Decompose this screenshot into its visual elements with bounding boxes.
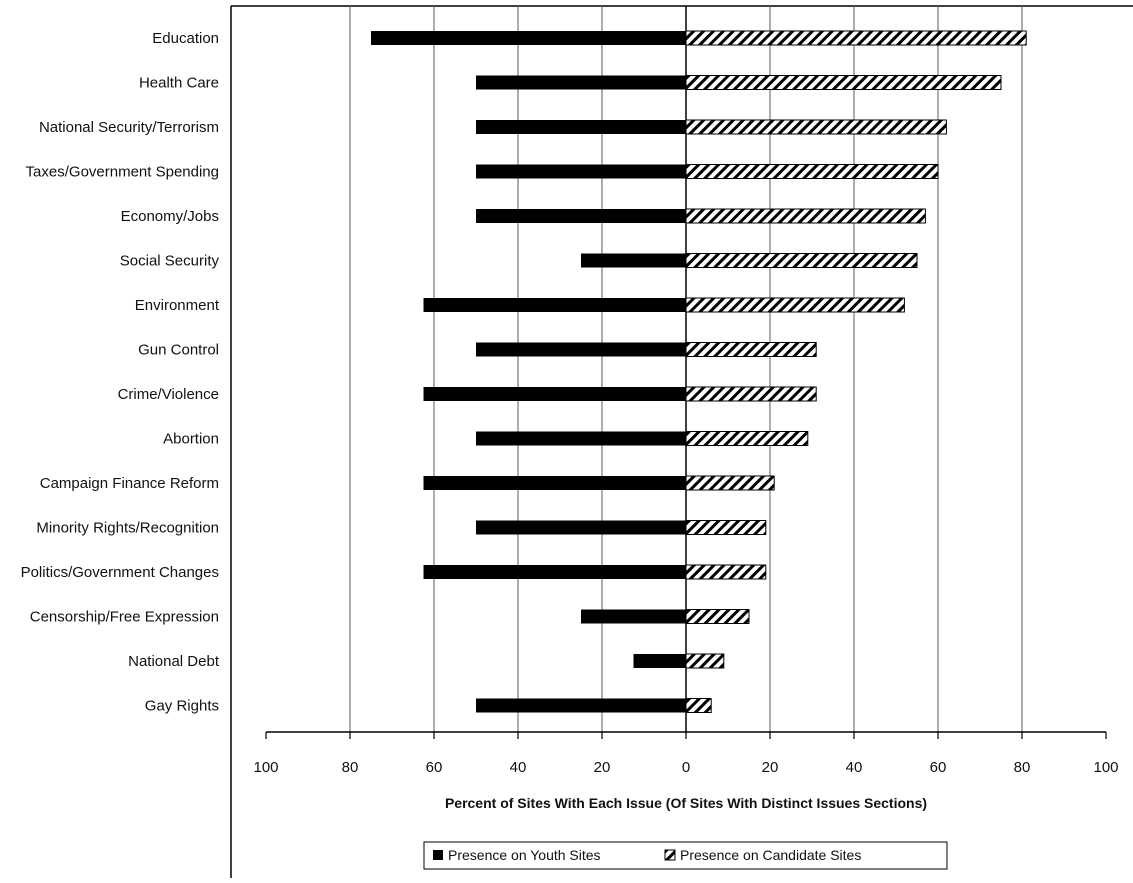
category-label: Education (152, 30, 219, 47)
x-axis-title: Percent of Sites With Each Issue (Of Sit… (445, 795, 927, 811)
category-label: Gay Rights (145, 698, 219, 715)
x-axis: 100 80 60 40 20 0 20 40 60 80 100 (253, 731, 1119, 776)
x-tick-label: 60 (426, 759, 443, 776)
bar-candidate-sites (685, 75, 1002, 90)
bar-candidate-sites (685, 119, 947, 135)
x-tick-label: 20 (762, 759, 779, 776)
legend-swatch-youth-sites (433, 850, 443, 860)
bar-youth-sites (476, 698, 686, 713)
x-tick-label: 100 (1093, 759, 1118, 776)
category-label: Health Care (139, 75, 219, 92)
bar-youth-sites (423, 476, 686, 490)
bar-youth-sites (476, 209, 686, 223)
bar-youth-sites (476, 431, 686, 446)
bar-candidate-sites (685, 431, 809, 446)
bar-youth-sites (423, 387, 686, 401)
bar-youth-sites (423, 565, 686, 579)
x-tick-label: 100 (253, 759, 278, 776)
legend-swatch-candidate-sites (664, 849, 676, 861)
x-tick-label: 40 (510, 759, 527, 776)
bar-youth-sites (476, 120, 686, 134)
bar-candidate-sites (685, 208, 926, 224)
category-label: Gun Control (138, 342, 219, 359)
category-label: Social Security (120, 253, 220, 270)
bar-candidate-sites (685, 698, 712, 713)
category-label: National Security/Terrorism (39, 119, 219, 136)
bar-candidate-sites (685, 520, 767, 535)
x-tick-label: 60 (930, 759, 947, 776)
legend-label-youth-sites: Presence on Youth Sites (448, 847, 601, 863)
bar-candidate-sites (685, 564, 767, 580)
bar-candidate-sites (685, 30, 1027, 46)
bar-youth-sites (476, 520, 686, 535)
bar-youth-sites (371, 31, 686, 45)
category-labels: Education Health Care National Security/Te… (21, 30, 220, 715)
legend-box (423, 841, 948, 870)
bar-candidate-sites (685, 475, 775, 491)
bar-candidate-sites (685, 653, 725, 669)
category-label: Abortion (163, 431, 219, 448)
x-tick-label: 0 (682, 759, 690, 776)
bars (371, 30, 1027, 713)
x-tick-label: 80 (1014, 759, 1031, 776)
category-label: Environment (135, 297, 220, 314)
bar-youth-sites (581, 609, 686, 624)
legend: Presence on Youth Sites Presence on Candi… (423, 841, 948, 870)
x-tick-label: 20 (594, 759, 611, 776)
legend-label-candidate-sites: Presence on Candidate Sites (680, 847, 861, 863)
bar-youth-sites (633, 654, 686, 668)
x-tick-label: 80 (342, 759, 359, 776)
category-label: Politics/Government Changes (21, 564, 219, 581)
bar-youth-sites (476, 342, 686, 357)
category-label: Economy/Jobs (121, 208, 219, 225)
bar-candidate-sites (685, 609, 750, 624)
category-label: Taxes/Government Spending (26, 164, 219, 181)
bar-youth-sites (476, 164, 686, 179)
bar-candidate-sites (685, 297, 905, 313)
category-label: Censorship/Free Expression (30, 609, 219, 626)
bar-candidate-sites (685, 342, 817, 357)
bar-candidate-sites (685, 386, 817, 402)
category-label: Campaign Finance Reform (40, 475, 219, 492)
x-tick-label: 40 (846, 759, 863, 776)
category-label: National Debt (128, 653, 220, 670)
category-label: Crime/Violence (118, 386, 219, 403)
category-label: Minority Rights/Recognition (36, 520, 219, 537)
bar-youth-sites (423, 298, 686, 312)
bar-candidate-sites (685, 164, 939, 179)
bar-candidate-sites (685, 253, 918, 268)
bar-youth-sites (476, 75, 686, 90)
bar-youth-sites (581, 253, 686, 268)
